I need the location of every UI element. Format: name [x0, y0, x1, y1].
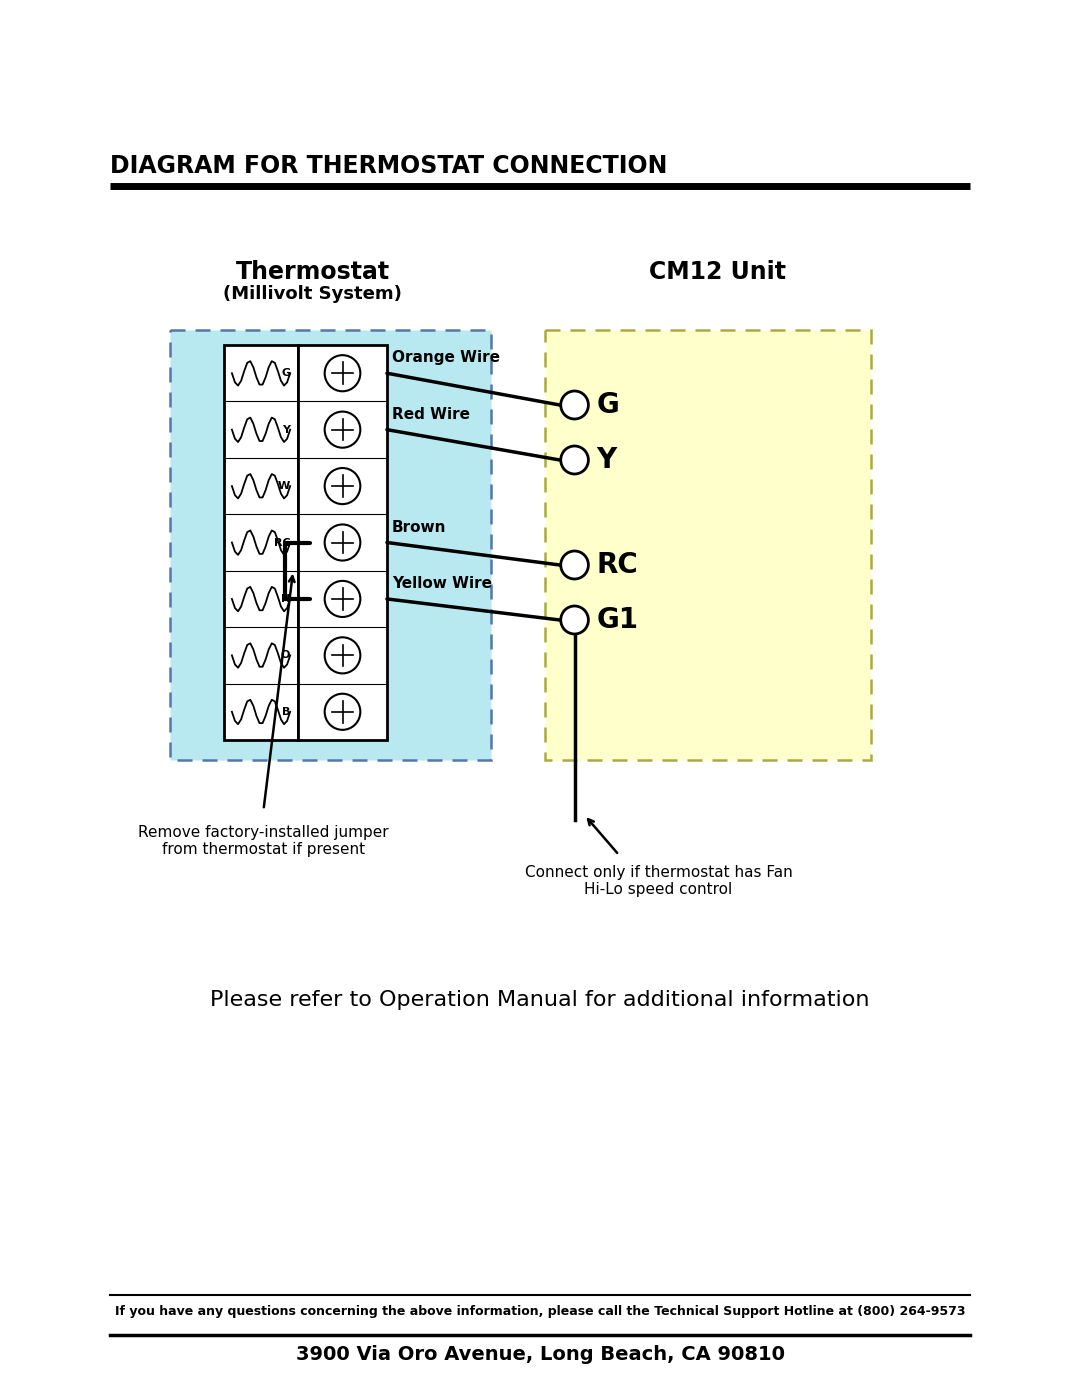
Text: Red Wire: Red Wire: [392, 407, 470, 422]
Text: Remove factory-installed jumper
from thermostat if present: Remove factory-installed jumper from the…: [138, 826, 389, 858]
Text: Y: Y: [282, 425, 291, 434]
Text: DIAGRAM FOR THERMOSTAT CONNECTION: DIAGRAM FOR THERMOSTAT CONNECTION: [110, 154, 667, 177]
Bar: [545, 330, 870, 760]
Text: Please refer to Operation Manual for additional information: Please refer to Operation Manual for add…: [211, 990, 869, 1010]
Circle shape: [325, 355, 361, 391]
Text: (Millivolt System): (Millivolt System): [224, 285, 403, 303]
Text: W: W: [278, 481, 291, 492]
Text: G: G: [596, 391, 619, 419]
Text: RC: RC: [273, 538, 291, 548]
Circle shape: [561, 391, 589, 419]
Circle shape: [325, 637, 361, 673]
Text: RC: RC: [596, 550, 638, 578]
Text: G: G: [281, 369, 291, 379]
Circle shape: [325, 412, 361, 447]
Text: Y: Y: [596, 446, 617, 474]
Text: B: B: [282, 707, 291, 717]
Bar: [298, 345, 387, 740]
Bar: [224, 345, 298, 740]
Text: Yellow Wire: Yellow Wire: [392, 576, 491, 591]
Circle shape: [325, 468, 361, 504]
Text: O: O: [281, 651, 291, 661]
Text: H: H: [281, 594, 291, 604]
Circle shape: [561, 606, 589, 634]
Text: 3900 Via Oro Avenue, Long Beach, CA 90810: 3900 Via Oro Avenue, Long Beach, CA 9081…: [296, 1345, 784, 1363]
Text: Brown: Brown: [392, 520, 446, 535]
Bar: [170, 330, 490, 760]
Circle shape: [325, 694, 361, 729]
Text: Thermostat: Thermostat: [235, 260, 390, 284]
Text: CM12 Unit: CM12 Unit: [649, 260, 786, 284]
Circle shape: [561, 446, 589, 474]
Circle shape: [561, 550, 589, 578]
Circle shape: [325, 524, 361, 560]
Text: G1: G1: [596, 606, 638, 634]
Circle shape: [325, 581, 361, 617]
Text: Orange Wire: Orange Wire: [392, 351, 500, 365]
Text: If you have any questions concerning the above information, please call the Tech: If you have any questions concerning the…: [114, 1305, 966, 1317]
Text: Connect only if thermostat has Fan
Hi-Lo speed control: Connect only if thermostat has Fan Hi-Lo…: [525, 865, 793, 897]
